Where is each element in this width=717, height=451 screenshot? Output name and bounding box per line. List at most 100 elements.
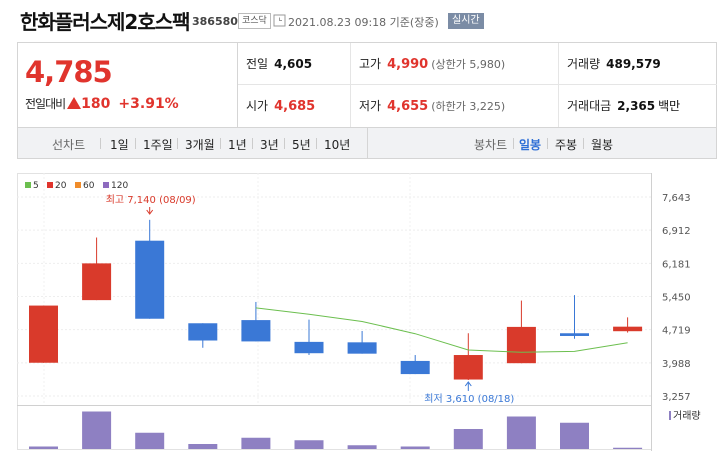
candle-body <box>82 263 112 301</box>
price-summary: 4,785 전일대비 180 +3.91% 전일 4,605 고가 4,990 (상한가 … <box>17 42 717 128</box>
tab-monthly[interactable]: 월봉 <box>591 138 614 152</box>
market-badge: 코스닥 <box>238 13 271 29</box>
prev-close-cell: 전일 4,605 <box>238 43 350 85</box>
prev-close-label: 전일 <box>246 57 269 71</box>
divider <box>284 138 285 149</box>
change-label: 전일대비 <box>25 97 66 111</box>
divider <box>135 138 136 149</box>
low-annotation: 최저 3,610 (08/18) <box>424 393 514 405</box>
y-tick-label: 7,643 <box>662 193 691 204</box>
candle-body <box>294 341 324 354</box>
chart-svg: 7,643 6,912 6,181 5,450 4,719 3,988 3,257 5 20 60… <box>17 173 701 451</box>
stock-name: 한화플러스제2호스팩 <box>20 10 191 34</box>
current-price: 4,785 <box>25 55 113 89</box>
candle-body <box>453 355 483 380</box>
legend-swatch <box>75 182 81 188</box>
summary-row-1: 전일 4,605 고가 4,990 (상한가 5,980) 거래량 489,579 <box>238 43 717 85</box>
tab-weekly[interactable]: 주봉 <box>555 138 578 152</box>
candle-body <box>188 323 218 341</box>
candle-body <box>560 333 589 336</box>
low-cell: 저가 4,655 (하한가 3,225) <box>350 85 558 127</box>
volume-legend-label: 거래량 <box>673 410 701 422</box>
chart-toolbar: 선차트 1일 1주일 3개월 1년 3년 5년 10년 봉차트 일봉 주봉 월봉 <box>17 128 717 159</box>
up-arrow-icon <box>67 97 82 109</box>
divider <box>316 138 317 149</box>
candle-chart-title: 봉차트 <box>474 138 508 152</box>
line-chart-title: 선차트 <box>52 138 86 152</box>
line-chart-tabs: 선차트 1일 1주일 3개월 1년 3년 5년 10년 <box>18 128 368 158</box>
tab-1week[interactable]: 1주일 <box>143 138 173 152</box>
realtime-button[interactable]: 실시간 <box>448 13 484 29</box>
volume-value: 489,579 <box>606 57 661 71</box>
y-tick-label: 5,450 <box>662 293 691 304</box>
volume-bar <box>188 444 218 449</box>
volume-bar <box>560 422 589 449</box>
high-arrow-head-icon <box>146 209 154 215</box>
candlestick-chart[interactable]: 7,643 6,912 6,181 5,450 4,719 3,988 3,257 5 20 60… <box>17 173 717 451</box>
candle-body <box>29 305 58 363</box>
upper-limit: (상한가 5,980) <box>431 58 506 71</box>
stock-code: 386580 <box>192 15 238 28</box>
volume-bar <box>506 416 536 449</box>
y-tick-label: 4,719 <box>662 326 691 337</box>
candle-body <box>506 326 536 364</box>
stock-header: 한화플러스제2호스팩 386580 코스닥 2021.08.23 09:18 기… <box>0 0 717 40</box>
tab-5years[interactable]: 5년 <box>292 138 311 152</box>
candle-body <box>241 320 271 342</box>
legend-label: 120 <box>111 181 128 191</box>
low-arrow-head-icon <box>464 381 472 387</box>
tab-1year[interactable]: 1년 <box>228 138 247 152</box>
tab-1day[interactable]: 1일 <box>110 138 129 152</box>
change-row: 전일대비 180 +3.91% <box>25 95 179 112</box>
legend-label: 20 <box>55 181 67 191</box>
ma5-line <box>255 307 628 353</box>
divider <box>252 138 253 149</box>
high-annotation: 최고 7,140 (08/09) <box>106 194 196 206</box>
y-tick-label: 6,912 <box>662 226 691 237</box>
prev-close-value: 4,605 <box>274 57 313 71</box>
change-rate: +3.91% <box>118 96 179 112</box>
volume-bar <box>29 446 58 449</box>
legend-label: 5 <box>33 181 39 191</box>
volume-legend-swatch <box>669 411 671 420</box>
clock-icon <box>273 14 286 27</box>
y-tick-label: 3,257 <box>662 392 691 403</box>
open-value: 4,685 <box>274 99 316 114</box>
y-tick-label: 3,988 <box>662 359 691 370</box>
volume-bar <box>400 446 430 449</box>
low-value: 4,655 <box>387 99 429 114</box>
change-amount: 180 <box>81 96 111 112</box>
divider <box>220 138 221 149</box>
low-label: 저가 <box>359 99 382 113</box>
volume-label: 거래량 <box>567 57 601 71</box>
legend-swatch <box>47 182 53 188</box>
open-cell: 시가 4,685 <box>238 85 350 127</box>
summary-row-2: 시가 4,685 저가 4,655 (하한가 3,225) 거래대금 2,365 백만 <box>238 85 717 127</box>
amount-cell: 거래대금 2,365 백만 <box>558 85 717 127</box>
divider <box>177 138 178 149</box>
y-tick-label: 6,181 <box>662 259 691 270</box>
tab-3years[interactable]: 3년 <box>260 138 279 152</box>
candle-body <box>135 240 165 319</box>
amount-value: 2,365 <box>617 99 656 113</box>
tab-daily[interactable]: 일봉 <box>519 138 542 152</box>
current-price-box: 4,785 전일대비 180 +3.91% <box>18 43 238 127</box>
divider <box>547 138 548 149</box>
volume-cell: 거래량 489,579 <box>558 43 717 85</box>
volume-bar <box>347 445 377 449</box>
candle-body <box>613 326 643 332</box>
tab-3months[interactable]: 3개월 <box>185 138 215 152</box>
open-label: 시가 <box>246 99 269 113</box>
candle-body <box>347 342 377 354</box>
legend-swatch <box>25 182 31 188</box>
high-label: 고가 <box>359 57 382 71</box>
amount-label: 거래대금 <box>567 99 612 113</box>
tab-10years[interactable]: 10년 <box>324 138 351 152</box>
amount-unit: 백만 <box>658 99 681 113</box>
lower-limit: (하한가 3,225) <box>431 100 506 113</box>
high-cell: 고가 4,990 (상한가 5,980) <box>350 43 558 85</box>
legend-label: 60 <box>83 181 95 191</box>
candle-body <box>400 360 430 375</box>
volume-bar <box>135 432 165 449</box>
volume-bar <box>453 429 483 449</box>
